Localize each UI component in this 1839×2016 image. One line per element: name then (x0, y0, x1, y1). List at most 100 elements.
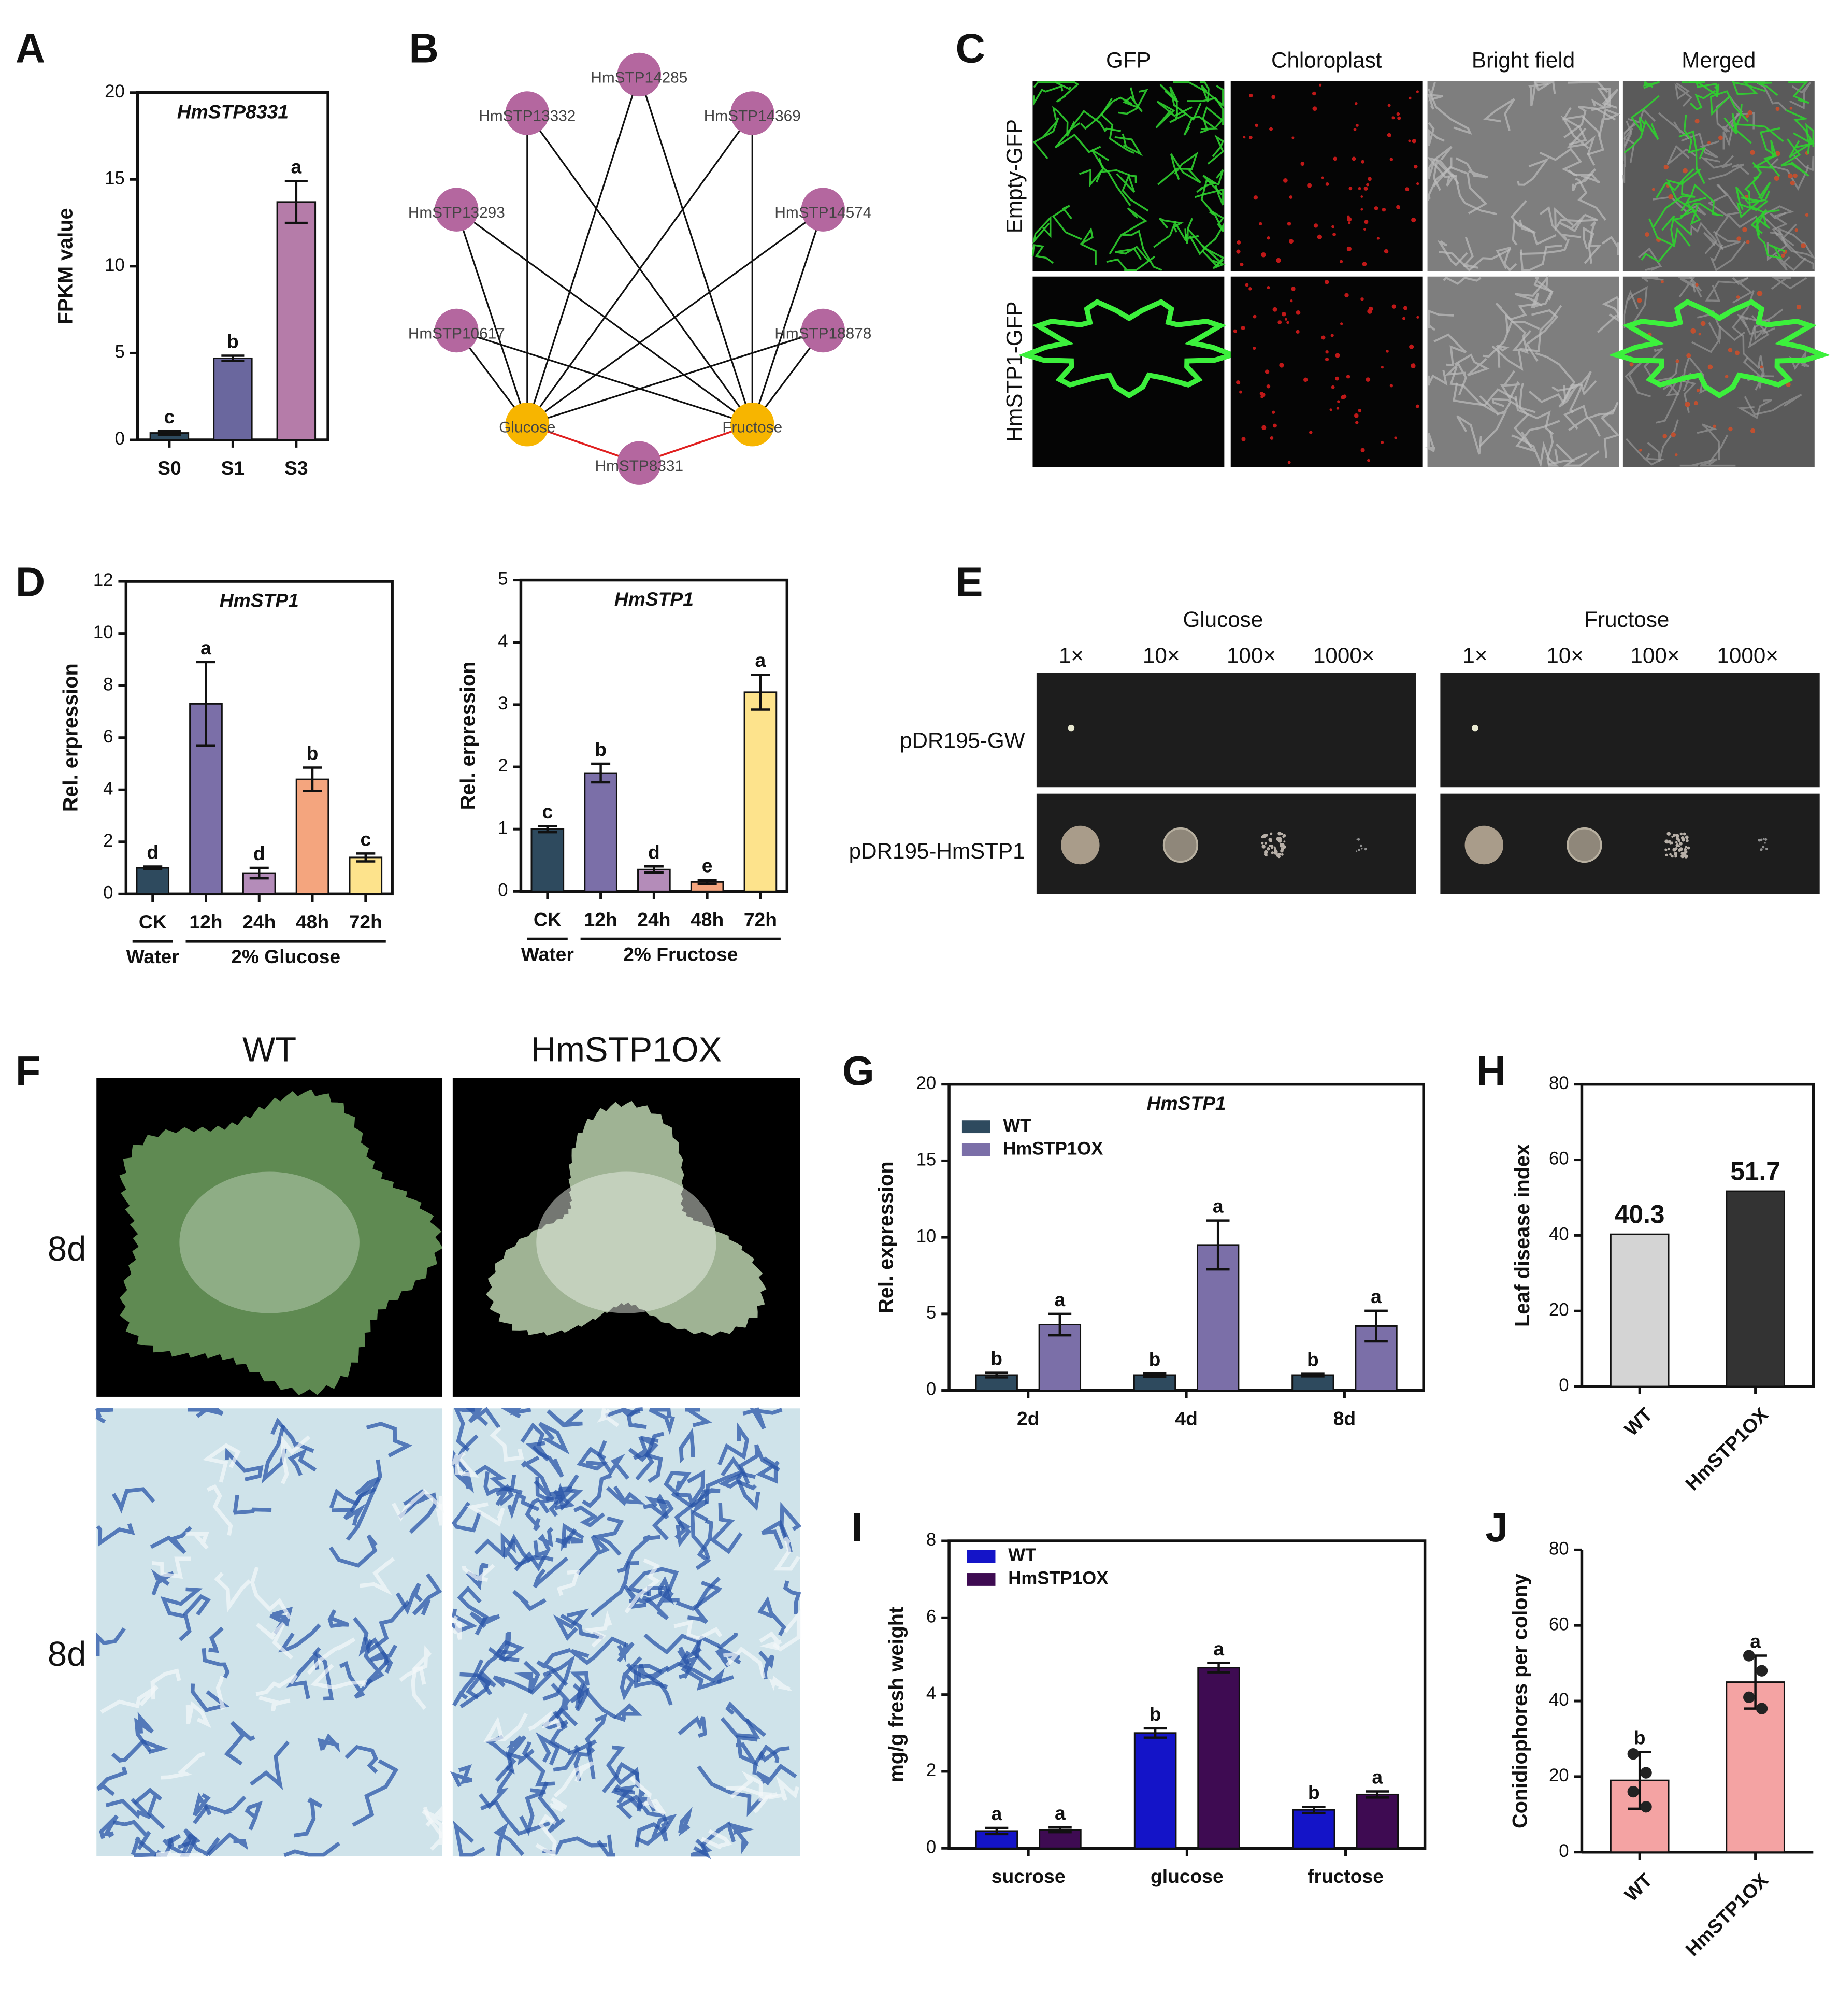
texture (1361, 160, 1365, 164)
node-label: HmSTP14574 (774, 204, 871, 221)
texture (1272, 307, 1277, 312)
texture (1445, 362, 1467, 396)
x-tick-label: sucrose (992, 1865, 1066, 1887)
bar (295, 778, 329, 895)
texture (369, 1644, 397, 1674)
texture (1335, 376, 1339, 381)
error-bar (751, 673, 770, 711)
texture (112, 1820, 151, 1850)
texture (1641, 277, 1664, 282)
texture (1728, 426, 1733, 432)
panel-label: B (409, 25, 438, 71)
texture (1677, 845, 1680, 848)
texture (1402, 317, 1406, 320)
texture (1734, 350, 1740, 355)
texture (459, 1672, 492, 1709)
significance-letter: a (1213, 1195, 1224, 1217)
texture (1348, 221, 1351, 224)
significance-letter: b (1308, 1781, 1320, 1803)
texture (1185, 229, 1199, 244)
texture (399, 1645, 432, 1682)
row-label: Empty-GFP (1002, 119, 1026, 233)
x-tick-label: 72h (744, 908, 777, 930)
texture (1271, 851, 1274, 854)
texture (1512, 219, 1557, 246)
texture (1267, 286, 1270, 289)
texture (1775, 107, 1780, 111)
texture (96, 1766, 128, 1796)
texture (1249, 93, 1253, 98)
y-axis-label: FPKM value (54, 208, 77, 324)
texture (469, 1611, 500, 1628)
texture (1324, 280, 1329, 284)
texture (1281, 833, 1283, 835)
texture (542, 1655, 576, 1701)
texture (1331, 225, 1334, 228)
texture (1364, 220, 1369, 224)
texture (1666, 168, 1701, 218)
texture (1283, 834, 1286, 837)
texture (1681, 838, 1686, 842)
texture (1357, 838, 1360, 841)
dilution-label: 10× (1546, 644, 1584, 668)
texture (1363, 228, 1366, 231)
texture (1347, 217, 1352, 222)
texture (1269, 839, 1272, 843)
texture (1705, 277, 1749, 302)
y-tick-label: 0 (1559, 1841, 1569, 1861)
bar (276, 201, 317, 441)
texture (1243, 136, 1246, 139)
texture (718, 1473, 757, 1491)
texture (1535, 352, 1576, 402)
texture (1496, 345, 1510, 368)
texture (1696, 389, 1700, 392)
texture (193, 1792, 212, 1817)
error-bar (1364, 1309, 1388, 1343)
texture (283, 1841, 340, 1857)
bar (1291, 1374, 1334, 1392)
error-bar (591, 762, 611, 784)
texture (723, 1646, 766, 1679)
texture (1495, 303, 1538, 321)
texture (538, 1781, 565, 1834)
network-node (801, 308, 845, 353)
texture (1728, 348, 1733, 353)
texture (1759, 127, 1780, 177)
texture (462, 1564, 495, 1582)
texture (1405, 187, 1410, 191)
texture (255, 1622, 294, 1660)
y-tick-label: 60 (1549, 1614, 1569, 1634)
texture (1296, 330, 1300, 334)
significance-letter: a (1750, 1631, 1761, 1652)
texture (730, 1770, 778, 1802)
cell-outline (1018, 298, 1240, 399)
texture (1668, 194, 1674, 199)
texture (613, 1703, 642, 1722)
texture (1513, 382, 1532, 448)
texture (1651, 188, 1655, 191)
texture (1325, 357, 1329, 362)
network-node (505, 91, 550, 135)
texture (1333, 156, 1338, 161)
texture (1341, 395, 1345, 400)
error-bar (221, 354, 245, 362)
texture (1685, 402, 1690, 407)
texture (255, 1674, 298, 1696)
texture (245, 1800, 263, 1831)
y-tick-label: 6 (926, 1607, 936, 1626)
texture (1765, 848, 1768, 850)
texture (665, 1662, 725, 1684)
y-axis-label: Rel. erpression (457, 662, 480, 810)
texture (1366, 183, 1369, 187)
texture (215, 1676, 227, 1710)
texture (605, 1407, 641, 1418)
texture (1680, 132, 1720, 159)
texture (1288, 239, 1294, 244)
texture (1236, 380, 1241, 385)
error-bar (985, 1371, 1009, 1379)
texture (676, 1580, 723, 1611)
texture (1693, 401, 1698, 406)
data-point (1743, 1691, 1755, 1703)
texture (1106, 255, 1156, 271)
texture (1331, 385, 1335, 389)
